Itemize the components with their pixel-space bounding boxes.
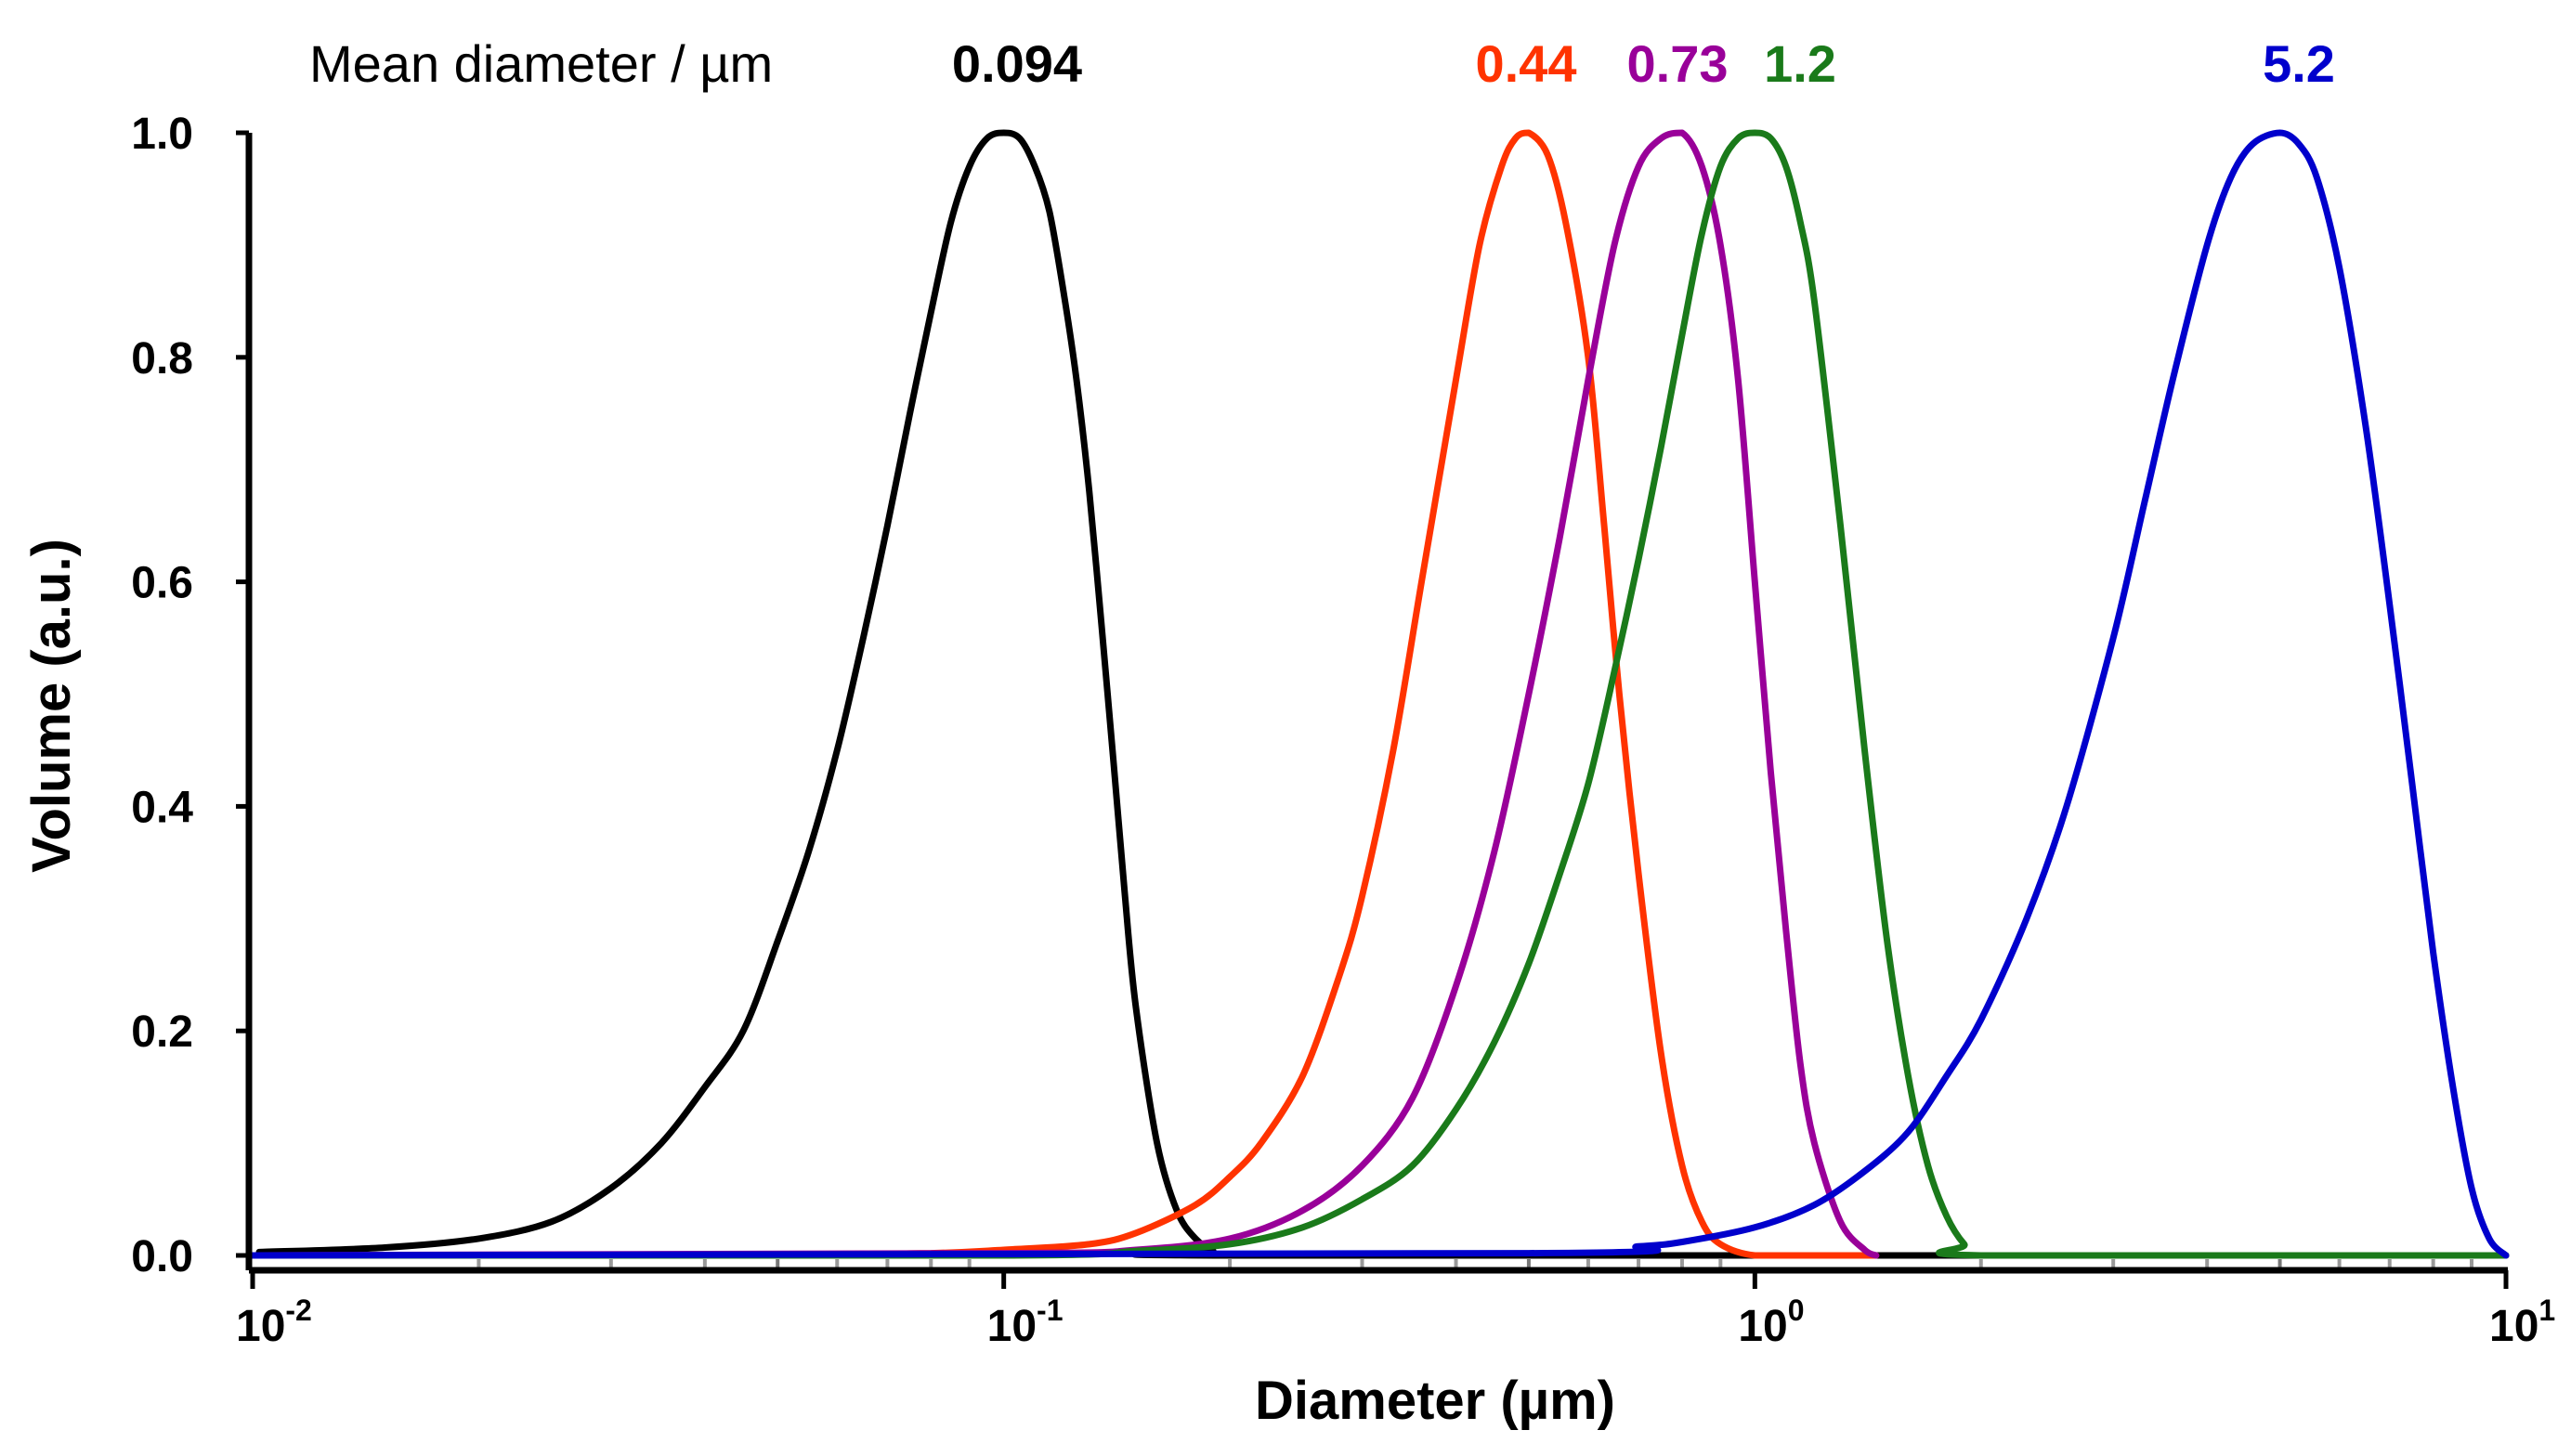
series-line-5_2	[249, 129, 2510, 1259]
y-tick-label: 1.0	[131, 110, 193, 159]
legend-entry: 5.2	[2263, 34, 2335, 93]
y-tick-label: 0.2	[131, 1008, 193, 1057]
legend-entry: 0.44	[1476, 34, 1577, 93]
x-axis-title: Diameter (µm)	[1255, 1371, 1615, 1431]
x-tick-label: 10-2	[236, 1294, 312, 1351]
series-lines	[249, 129, 2510, 1259]
legend: 0.094 0.44 0.73 1.2 5.2	[952, 34, 2335, 93]
legend-entry: 0.094	[952, 34, 1082, 93]
axis-ticks	[236, 130, 2509, 1289]
y-tick-label: 0.8	[131, 334, 193, 384]
series-line-0_094	[255, 129, 2510, 1259]
y-tick-label: 0.6	[131, 559, 193, 608]
y-tick-label: 0.4	[131, 783, 193, 832]
x-tick-label: 101	[2489, 1294, 2555, 1351]
legend-entry: 1.2	[1764, 34, 1836, 93]
y-tick-label: 0.0	[131, 1232, 193, 1281]
series-line-1_2	[249, 129, 2510, 1259]
x-tick-label: 100	[1738, 1294, 1804, 1351]
series-line-0_73	[249, 129, 1880, 1259]
legend-entry: 0.73	[1627, 34, 1729, 93]
series-line-0_44	[249, 129, 1880, 1259]
axes	[245, 133, 2508, 1274]
y-axis-title: Volume (a.u.)	[21, 539, 82, 873]
tick-labels: 0.0 0.2 0.4 0.6 0.8 1.0 10-2 10-1 100 101	[131, 110, 2555, 1351]
legend-title: Mean diameter / µm	[309, 34, 773, 93]
x-tick-label: 10-1	[987, 1294, 1064, 1351]
